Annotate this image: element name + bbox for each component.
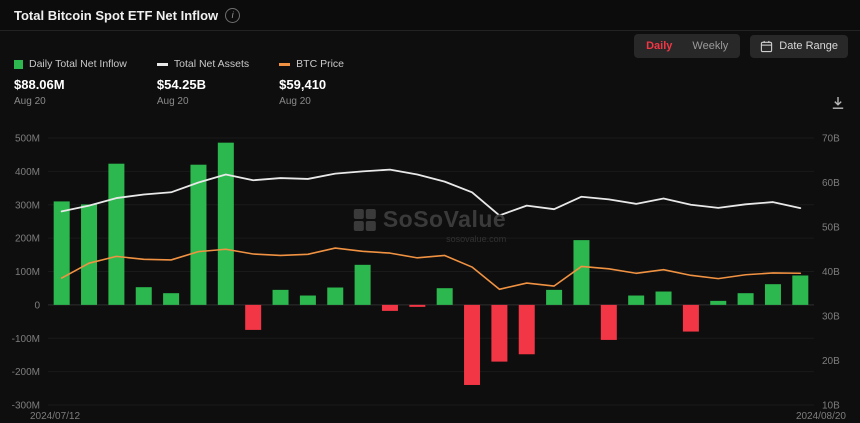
etf-inflow-chart[interactable]: 500M 400M 300M 200M 100M 0 -100M -200M -300M 70B 6… (0, 120, 860, 423)
inflow-bar[interactable] (272, 289, 289, 305)
inflow-bar[interactable] (546, 289, 563, 305)
left-axis-tick-label: 500M (15, 134, 40, 145)
x-axis-last-label: 2024/08/20 (796, 411, 846, 422)
inflow-bar[interactable] (628, 295, 645, 305)
net-inflow-value: $88.06M (14, 77, 65, 92)
right-axis-tick-label: 40B (822, 267, 840, 278)
legend-item-net-inflow[interactable]: Daily Total Net Inflow $88.06M Aug 20 (14, 58, 127, 107)
inflow-bar[interactable] (108, 163, 125, 305)
inflow-bar[interactable] (81, 204, 98, 305)
info-icon[interactable]: i (225, 7, 241, 23)
left-axis-tick-label: -300M (12, 401, 40, 412)
left-axis-tick-label: -100M (12, 334, 40, 345)
left-axis-tick-label: 200M (15, 234, 40, 245)
controls: Daily Weekly Date Range (634, 34, 848, 58)
net-inflow-date: Aug 20 (14, 96, 46, 107)
inflow-bar[interactable] (491, 304, 508, 362)
inflow-bar[interactable] (245, 304, 262, 330)
btc-price-value: $59,410 (279, 77, 327, 92)
legend-label: BTC Price (296, 58, 344, 70)
inflow-bar[interactable] (381, 304, 398, 311)
download-icon (832, 97, 844, 109)
right-axis-tick-label: 50B (822, 223, 840, 234)
inflow-bar[interactable] (53, 201, 70, 305)
inflow-bar[interactable] (655, 291, 672, 305)
net-assets-date: Aug 20 (156, 96, 189, 107)
inflow-bar[interactable] (518, 304, 535, 355)
left-axis-tick-label: 400M (15, 167, 40, 178)
inflow-bar[interactable] (354, 264, 371, 305)
legend-label: Total Net Assets (173, 58, 250, 70)
inflow-bar[interactable] (163, 293, 180, 305)
left-axis-tick-label: 0 (34, 300, 40, 311)
inflow-bar[interactable] (190, 164, 207, 305)
inflow-bar[interactable] (737, 293, 754, 305)
legend-label: Daily Total Net Inflow (29, 58, 127, 70)
inflow-bar[interactable] (436, 288, 453, 305)
inflow-bar[interactable] (217, 142, 234, 305)
inflow-bar[interactable] (299, 295, 316, 305)
inflow-bar[interactable] (573, 240, 590, 305)
page-title: Total Bitcoin Spot ETF Net Inflow (14, 7, 219, 23)
legend: Daily Total Net Inflow $88.06M Aug 20 To… (14, 58, 344, 107)
btc-price-date: Aug 20 (279, 96, 311, 107)
btc-price-line (60, 247, 802, 291)
left-axis-tick-label: -200M (12, 367, 40, 378)
tab-daily[interactable]: Daily (636, 36, 682, 56)
right-axis-tick-label: 70B (822, 134, 840, 145)
inflow-bar[interactable] (409, 304, 426, 307)
right-axis-tick-label: 60B (822, 178, 840, 189)
inflow-bar[interactable] (600, 304, 617, 340)
inflow-bar[interactable] (135, 287, 152, 305)
left-axis-tick-label: 300M (15, 200, 40, 211)
inflow-bar[interactable] (464, 304, 481, 385)
right-axis-tick-label: 20B (822, 356, 840, 367)
header: Total Bitcoin Spot ETF Net Inflow i (0, 0, 860, 31)
net-assets-value: $54.25B (156, 77, 207, 92)
btc-price-marker (279, 62, 291, 66)
net-inflow-marker (14, 59, 23, 69)
calendar-icon (761, 40, 773, 52)
date-range-button[interactable]: Date Range (750, 34, 848, 58)
net-assets-line (60, 168, 802, 217)
inflow-bar[interactable] (764, 284, 781, 305)
inflow-bar[interactable] (710, 300, 727, 305)
inflow-bar[interactable] (327, 287, 344, 305)
x-axis-first-label: 2024/07/12 (30, 411, 80, 422)
download-button[interactable] (828, 93, 848, 116)
legend-item-net-assets[interactable]: Total Net Assets $54.25B Aug 20 (156, 58, 250, 107)
date-range-label: Date Range (779, 40, 838, 52)
interval-toggle: Daily Weekly (634, 34, 741, 58)
inflow-bar[interactable] (792, 275, 809, 305)
right-axis-tick-label: 30B (822, 312, 840, 323)
inflow-bar[interactable] (682, 304, 699, 332)
legend-item-btc-price[interactable]: BTC Price $59,410 Aug 20 (279, 58, 344, 107)
right-axis-tick-label: 10B (822, 401, 840, 412)
left-axis-tick-label: 100M (15, 267, 40, 278)
tab-weekly[interactable]: Weekly (682, 36, 738, 56)
net-assets-marker (156, 62, 168, 66)
